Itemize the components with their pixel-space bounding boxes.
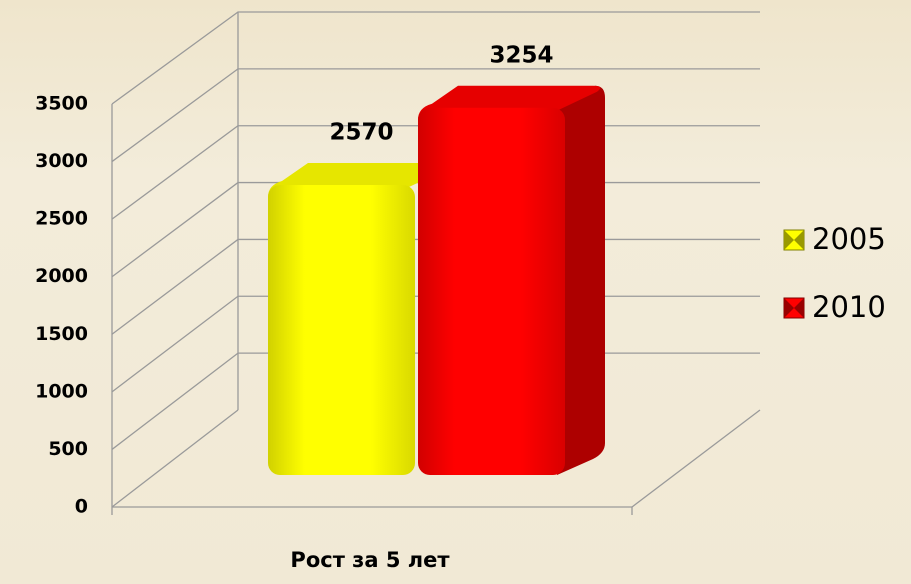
grid-line <box>111 68 760 163</box>
axes <box>111 12 761 515</box>
y-tick-label: 0 <box>75 496 88 518</box>
y-tick-label: 3500 <box>35 93 88 115</box>
grid-line <box>111 11 760 105</box>
x-axis-label: Рост за 5 лет <box>290 548 450 572</box>
legend-label: 2010 <box>812 290 886 324</box>
bar <box>268 184 415 475</box>
data-label: 2570 <box>329 119 393 145</box>
bar <box>418 107 565 476</box>
legend-swatch-shade <box>784 298 804 318</box>
y-tick-label: 3000 <box>35 150 88 172</box>
y-tick-label: 1500 <box>35 323 88 345</box>
legend-swatch-shade <box>784 230 804 250</box>
bar-side <box>555 85 605 476</box>
data-label: 3254 <box>489 42 553 68</box>
floor-right <box>631 409 761 508</box>
y-tick-label: 2500 <box>35 208 88 230</box>
legend-label: 2005 <box>812 222 886 256</box>
y-tick-label: 500 <box>48 438 88 460</box>
floor-left <box>111 409 239 508</box>
y-tick-label: 1000 <box>35 380 88 402</box>
y-tick-label: 2000 <box>35 265 88 287</box>
